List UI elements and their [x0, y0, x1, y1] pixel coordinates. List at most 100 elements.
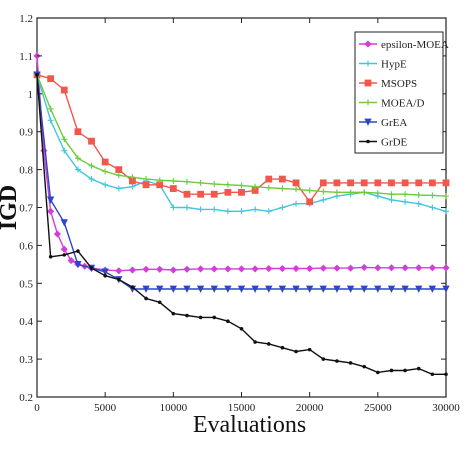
- x-tick-label: 20000: [296, 402, 324, 414]
- data-point: [156, 285, 164, 293]
- series-grea: [33, 71, 450, 293]
- data-point: [129, 174, 136, 181]
- data-point: [62, 253, 67, 257]
- data-point: [130, 285, 135, 289]
- data-point: [142, 285, 150, 293]
- data-point: [266, 342, 271, 346]
- data-point: [429, 204, 436, 211]
- data-point: [60, 219, 68, 227]
- data-point: [415, 191, 422, 198]
- data-point: [401, 264, 409, 272]
- data-point: [279, 204, 286, 211]
- data-point: [239, 326, 244, 331]
- legend-swatch-marker: [364, 118, 372, 126]
- data-point: [46, 196, 55, 204]
- data-point: [210, 190, 218, 198]
- data-point: [224, 265, 232, 273]
- data-point: [88, 162, 95, 169]
- data-point: [389, 368, 394, 373]
- data-point: [74, 155, 81, 162]
- data-point: [320, 188, 327, 195]
- data-point: [415, 264, 423, 272]
- data-point: [197, 179, 204, 186]
- data-point: [169, 266, 177, 274]
- data-point: [401, 179, 409, 187]
- data-point: [142, 265, 150, 273]
- data-point: [265, 208, 272, 215]
- data-point: [238, 182, 245, 189]
- series-moea-d: [34, 71, 449, 200]
- data-point: [306, 187, 313, 194]
- data-point: [88, 137, 95, 145]
- legend-label: MSOPS: [381, 78, 417, 90]
- data-point: [74, 260, 82, 269]
- data-point: [388, 179, 395, 187]
- data-point: [183, 204, 190, 211]
- data-point: [265, 285, 273, 293]
- data-point: [61, 147, 68, 154]
- data-point: [374, 264, 382, 272]
- data-point: [306, 264, 314, 273]
- data-point: [292, 264, 300, 273]
- data-point: [224, 181, 231, 188]
- data-point: [115, 172, 122, 179]
- data-point: [428, 179, 436, 187]
- data-point: [102, 181, 109, 188]
- data-point: [35, 73, 39, 77]
- data-point: [169, 285, 177, 293]
- data-point: [60, 245, 68, 253]
- data-point: [170, 204, 177, 211]
- data-point: [361, 189, 368, 196]
- data-point: [252, 206, 259, 213]
- data-point: [415, 200, 422, 207]
- data-point: [117, 277, 121, 282]
- x-tick-label: 0: [34, 402, 40, 414]
- data-point: [143, 176, 150, 183]
- data-point: [265, 175, 273, 183]
- data-point: [102, 168, 109, 175]
- data-point: [237, 265, 246, 273]
- data-point: [428, 285, 437, 293]
- data-point: [47, 207, 55, 215]
- data-point: [442, 264, 450, 272]
- data-point: [306, 285, 314, 293]
- series-msops: [33, 71, 450, 206]
- legend-swatch-marker: [365, 60, 371, 67]
- x-tick-label: 30000: [432, 402, 460, 414]
- data-point: [88, 176, 95, 183]
- data-point: [67, 256, 75, 265]
- data-point: [142, 181, 150, 189]
- data-point: [320, 196, 327, 203]
- data-point: [347, 189, 354, 196]
- data-point: [210, 285, 218, 293]
- data-point: [292, 179, 300, 187]
- data-point: [415, 179, 423, 187]
- data-point: [196, 285, 205, 293]
- data-point: [388, 191, 395, 198]
- data-point: [306, 198, 314, 206]
- data-point: [197, 190, 205, 198]
- data-point: [387, 285, 396, 293]
- series-layer: [33, 52, 450, 377]
- data-point: [279, 185, 286, 192]
- data-point: [115, 267, 123, 275]
- y-tick-label: 1.1: [19, 51, 33, 63]
- data-point: [265, 184, 272, 191]
- data-point: [416, 366, 421, 371]
- y-tick-label: 0.2: [19, 392, 33, 404]
- data-point: [333, 264, 341, 272]
- legend-label: epsilon-MOEA: [381, 39, 449, 51]
- data-point: [129, 183, 136, 190]
- data-point: [362, 364, 367, 369]
- data-point: [430, 372, 435, 377]
- data-point: [278, 285, 287, 293]
- data-point: [224, 285, 232, 293]
- data-point: [280, 345, 285, 350]
- data-point: [429, 192, 436, 199]
- data-point: [238, 188, 245, 196]
- data-point: [156, 265, 164, 273]
- data-point: [388, 196, 395, 203]
- y-tick-label: 0.4: [19, 316, 33, 328]
- data-point: [376, 370, 380, 375]
- axes-layer: 0 5000 10000 15000 20000 25000 30000 0.2 0.3 0.4 0…: [0, 13, 460, 438]
